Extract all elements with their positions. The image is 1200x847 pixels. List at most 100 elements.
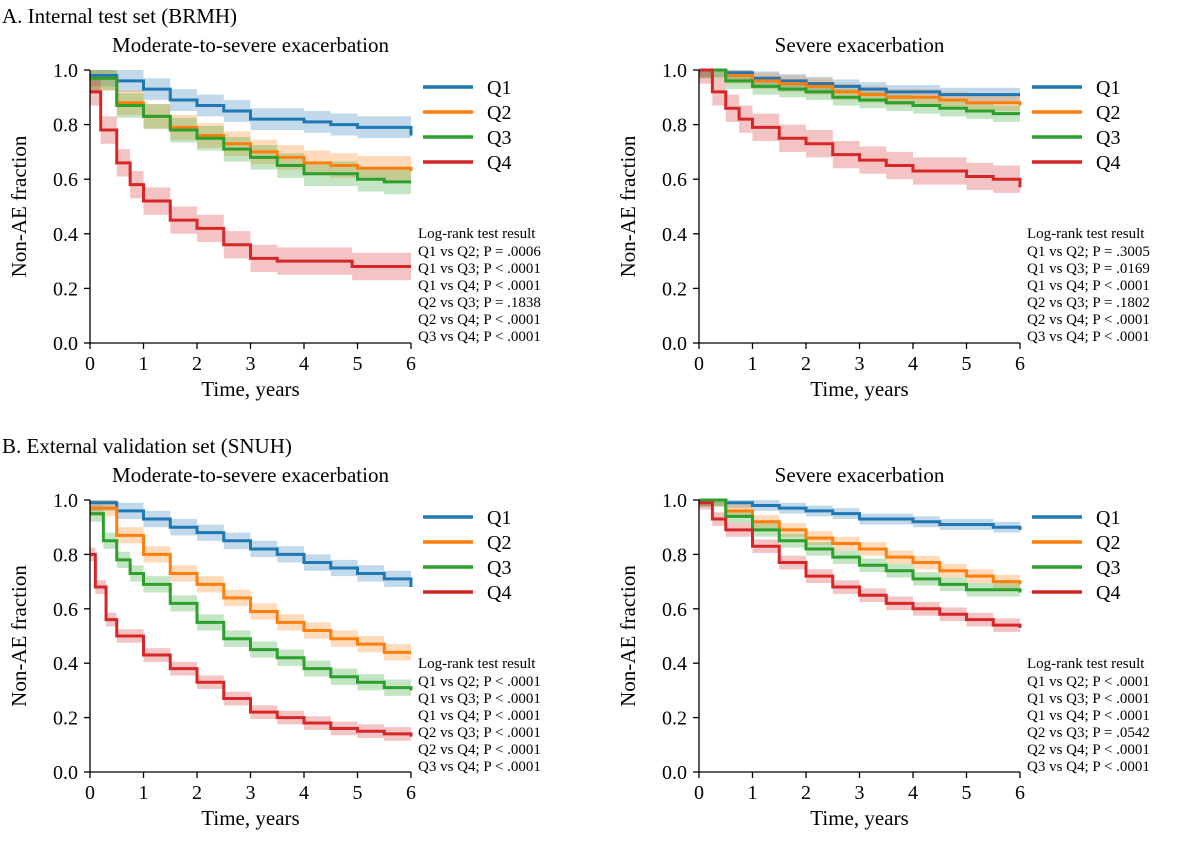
section-a-title: A. Internal test set (BRMH) xyxy=(2,4,238,28)
x-tick-label: 5 xyxy=(962,353,972,375)
legend-label-q2: Q2 xyxy=(487,532,511,554)
x-tick-label: 6 xyxy=(406,353,416,375)
stat-line: Q3 vs Q4; P < .0001 xyxy=(1027,329,1150,345)
stat-line: Q3 vs Q4; P < .0001 xyxy=(418,759,541,775)
y-axis-label: Non-AE fraction xyxy=(616,135,640,277)
y-axis-label: Non-AE fraction xyxy=(7,135,31,277)
legend-label-q2: Q2 xyxy=(1096,102,1120,124)
stat-title: Log-rank test result xyxy=(1027,656,1145,672)
y-tick-label: 0.8 xyxy=(53,115,78,137)
legend-label-q2: Q2 xyxy=(1096,532,1120,554)
stat-line: Q1 vs Q4; P < .0001 xyxy=(418,708,541,724)
y-tick-label: 0.6 xyxy=(53,169,78,191)
series-line-q3 xyxy=(699,498,1022,593)
series-line-q1 xyxy=(90,501,413,588)
stat-line: Q2 vs Q3; P = .1838 xyxy=(418,295,541,311)
y-tick-label: 1.0 xyxy=(662,490,687,512)
stat-line: Q2 vs Q4; P < .0001 xyxy=(1027,742,1150,758)
stat-line: Q1 vs Q4; P < .0001 xyxy=(1027,278,1150,294)
stat-line: Q1 vs Q2; P = .3005 xyxy=(1027,244,1150,260)
series-line-q1 xyxy=(90,73,413,136)
y-tick-label: 0.4 xyxy=(662,653,687,675)
stat-title: Log-rank test result xyxy=(418,656,536,672)
y-tick-label: 0.6 xyxy=(662,169,687,191)
y-tick-label: 0.4 xyxy=(53,224,78,246)
stat-line: Q2 vs Q4; P < .0001 xyxy=(418,312,541,328)
x-tick-label: 0 xyxy=(694,353,704,375)
series-line-q4 xyxy=(90,90,411,269)
legend-label-q3: Q3 xyxy=(1096,557,1120,579)
y-tick-label: 0.4 xyxy=(53,653,78,675)
legend-label-q3: Q3 xyxy=(487,127,511,149)
stat-title: Log-rank test result xyxy=(418,226,536,242)
x-tick-label: 2 xyxy=(801,353,811,375)
stat-line: Q1 vs Q3; P = .0169 xyxy=(1027,261,1150,277)
legend-label-q4: Q4 xyxy=(1096,152,1120,174)
y-tick-label: 0.0 xyxy=(53,333,78,355)
y-tick-label: 1.0 xyxy=(53,490,78,512)
y-tick-label: 0.0 xyxy=(662,333,687,355)
x-tick-label: 6 xyxy=(406,782,416,804)
stat-line: Q2 vs Q3; P = .0542 xyxy=(1027,725,1150,741)
series-line-q4 xyxy=(90,552,413,737)
chart-title: Severe exacerbation xyxy=(775,463,945,487)
x-axis-label: Time, years xyxy=(201,377,299,401)
y-axis-label: Non-AE fraction xyxy=(7,565,31,707)
x-tick-label: 1 xyxy=(139,353,149,375)
series-line-q2 xyxy=(699,68,1022,106)
y-tick-label: 0.8 xyxy=(53,544,78,566)
legend-label-q4: Q4 xyxy=(487,582,511,604)
stat-line: Q1 vs Q4; P < .0001 xyxy=(418,278,541,294)
y-tick-label: 0.6 xyxy=(53,599,78,621)
stat-line: Q2 vs Q3; P < .0001 xyxy=(418,725,541,741)
x-tick-label: 3 xyxy=(855,782,865,804)
stat-line: Q1 vs Q2; P < .0001 xyxy=(1027,674,1150,690)
stat-line: Q1 vs Q2; P = .0006 xyxy=(418,244,541,260)
series-line-q3 xyxy=(90,76,411,184)
stat-line: Q3 vs Q4; P < .0001 xyxy=(1027,759,1150,775)
ci-band-q4 xyxy=(699,70,1020,202)
x-tick-label: 6 xyxy=(1015,353,1025,375)
x-tick-label: 4 xyxy=(299,353,309,375)
x-tick-label: 4 xyxy=(908,353,918,375)
stat-line: Q3 vs Q4; P < .0001 xyxy=(418,329,541,345)
stat-line: Q1 vs Q4; P < .0001 xyxy=(1027,708,1150,724)
legend-label-q3: Q3 xyxy=(487,557,511,579)
legend-label-q1: Q1 xyxy=(487,507,511,529)
y-tick-label: 0.0 xyxy=(53,762,78,784)
ci-band-q4 xyxy=(90,78,411,281)
chart-title: Severe exacerbation xyxy=(775,33,945,57)
x-tick-label: 3 xyxy=(246,782,256,804)
legend-label-q1: Q1 xyxy=(487,77,511,99)
x-axis-label: Time, years xyxy=(810,806,908,830)
section-b-title: B. External validation set (SNUH) xyxy=(2,434,292,458)
series-line-q3 xyxy=(90,512,413,691)
x-tick-label: 3 xyxy=(246,353,256,375)
y-axis-label: Non-AE fraction xyxy=(616,565,640,707)
legend-label-q4: Q4 xyxy=(487,152,511,174)
stat-line: Q1 vs Q2; P < .0001 xyxy=(418,674,541,690)
stat-line: Q1 vs Q3; P < .0001 xyxy=(418,691,541,707)
y-tick-label: 0.2 xyxy=(53,708,78,730)
legend-label-q1: Q1 xyxy=(1096,507,1120,529)
y-tick-label: 0.6 xyxy=(662,599,687,621)
x-tick-label: 0 xyxy=(85,353,95,375)
x-tick-label: 2 xyxy=(192,353,202,375)
stat-title: Log-rank test result xyxy=(1027,226,1145,242)
x-axis-label: Time, years xyxy=(201,806,299,830)
y-tick-label: 0.8 xyxy=(662,544,687,566)
legend-label-q3: Q3 xyxy=(1096,127,1120,149)
y-tick-label: 1.0 xyxy=(662,60,687,82)
y-tick-label: 0.2 xyxy=(53,278,78,300)
x-tick-label: 0 xyxy=(85,782,95,804)
legend-label-q2: Q2 xyxy=(487,102,511,124)
x-tick-label: 5 xyxy=(962,782,972,804)
ci-band-q3 xyxy=(90,505,411,699)
series-line-q2 xyxy=(90,506,411,654)
x-tick-label: 2 xyxy=(801,782,811,804)
series-line-q4 xyxy=(699,68,1022,188)
series-line-q4 xyxy=(699,501,1022,628)
x-tick-label: 1 xyxy=(139,782,149,804)
series-line-q1 xyxy=(699,498,1022,530)
